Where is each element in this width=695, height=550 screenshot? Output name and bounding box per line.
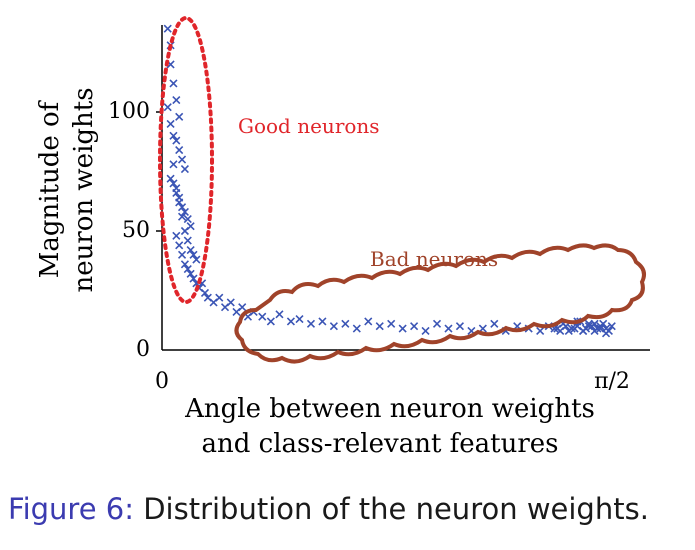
data-point (375, 322, 384, 331)
data-point (590, 319, 599, 328)
y-tick-label: 100 (108, 99, 150, 124)
data-point (536, 326, 545, 336)
figure-number: Figure 6: (8, 492, 134, 526)
data-point (169, 160, 178, 169)
data-point (306, 319, 316, 328)
data-point (258, 312, 267, 321)
data-point (183, 236, 192, 245)
data-point (180, 226, 189, 236)
figure-caption: Figure 6: Distribution of the neuron wei… (8, 492, 649, 526)
data-point (177, 212, 187, 221)
data-point (169, 179, 178, 188)
x-tick-label: π/2 (594, 369, 630, 394)
data-point (169, 131, 178, 140)
good-neurons-outline (158, 16, 214, 304)
data-point (286, 317, 295, 326)
data-point (364, 317, 373, 326)
y-tick-label: 50 (122, 218, 150, 243)
data-point (398, 324, 407, 333)
data-point (175, 112, 184, 121)
caption-text: Distribution of the neuron weights. (133, 492, 649, 526)
bad-neurons-outline (234, 243, 646, 364)
data-point (275, 310, 284, 319)
data-points (163, 24, 616, 338)
data-point (455, 322, 465, 331)
data-point (215, 293, 224, 302)
data-point (189, 250, 198, 259)
data-point (180, 165, 189, 174)
data-point (163, 24, 172, 33)
data-point (183, 265, 192, 274)
bad-neurons-label: Bad neurons (370, 247, 498, 271)
data-point (175, 146, 184, 155)
data-point (266, 317, 275, 326)
data-point (177, 250, 187, 259)
data-point (341, 319, 350, 328)
x-axis-label: and class-relevant features (201, 429, 558, 459)
data-point (432, 319, 442, 328)
data-point (192, 255, 201, 264)
data-point (186, 269, 195, 278)
data-point (421, 326, 430, 336)
data-point (556, 326, 565, 336)
data-point (607, 322, 616, 331)
data-point (163, 103, 172, 112)
data-point (329, 322, 338, 331)
data-point (169, 79, 178, 88)
data-point (387, 319, 396, 328)
data-point (226, 298, 235, 307)
data-point (186, 245, 195, 255)
scatter-chart: 0 50 100 0 π/2 Angle between neuron weig… (35, 16, 650, 459)
data-point (177, 203, 187, 212)
data-point (410, 322, 419, 331)
y-axis-label: Magnitude of (35, 99, 65, 278)
data-point (166, 119, 175, 128)
data-point (180, 207, 189, 217)
data-point (579, 326, 588, 336)
data-point (177, 155, 187, 164)
x-tick-label: 0 (155, 369, 169, 394)
y-axis-label: neuron weights (69, 87, 99, 292)
y-tick-label: 0 (136, 337, 150, 362)
data-point (352, 324, 361, 333)
data-point (200, 288, 210, 297)
data-point (166, 174, 175, 183)
data-point (238, 303, 247, 312)
data-point (295, 314, 304, 324)
data-point (318, 317, 327, 326)
data-point (180, 260, 189, 269)
data-point (172, 136, 181, 145)
data-point (175, 198, 184, 207)
data-point (444, 324, 453, 333)
data-point (183, 215, 192, 224)
data-point (490, 319, 499, 328)
data-point (599, 319, 608, 328)
data-point (189, 274, 198, 283)
data-point (567, 324, 576, 333)
data-point (175, 241, 184, 250)
good-neurons-label: Good neurons (238, 114, 380, 138)
data-point (172, 184, 181, 193)
data-point (172, 231, 181, 240)
x-axis-label: Angle between neuron weights (184, 394, 595, 424)
data-point (172, 96, 181, 105)
